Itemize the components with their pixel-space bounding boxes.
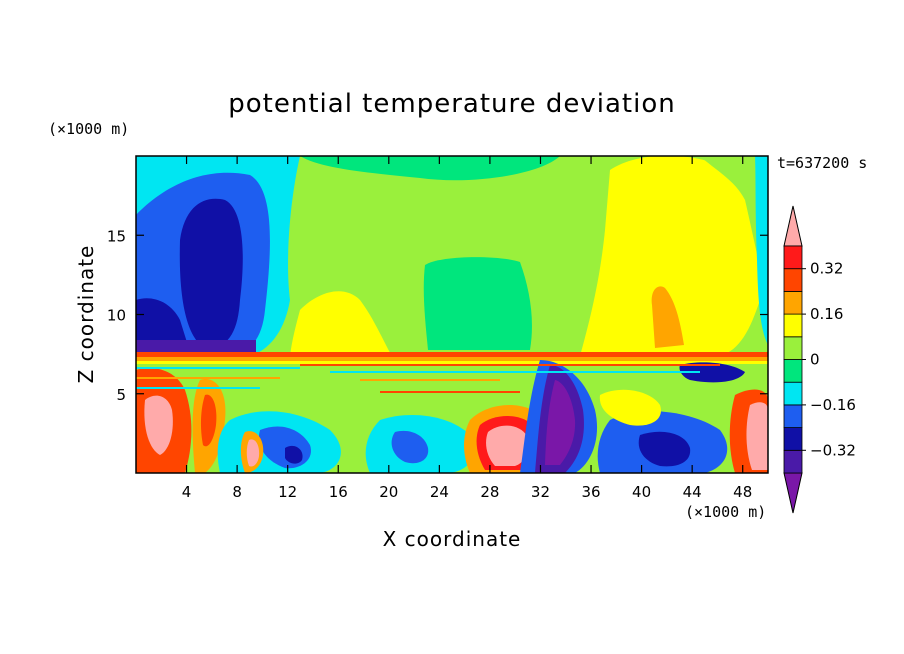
field-center-pink [486, 425, 529, 466]
colorbar-tick-label: −0.16 [810, 396, 856, 414]
y-axis: 5 10 15 [107, 227, 768, 404]
x-tick-label: 44 [683, 483, 702, 501]
colorbar-upper-extend [783, 205, 803, 247]
field-left-red-inner [200, 394, 217, 447]
colorbar-segment [783, 449, 803, 474]
field-purple-column-core [545, 380, 576, 465]
y-tick-label: 15 [107, 227, 126, 245]
field-interface-orange [136, 357, 768, 361]
x-tick-label: 28 [480, 483, 499, 501]
x-tick-label: 36 [581, 483, 600, 501]
field-small-pink [246, 439, 260, 467]
field-right-darkblue [638, 431, 691, 467]
x-axis-label: X coordinate [383, 527, 522, 551]
field-right-green [700, 156, 768, 300]
time-label: t=637200 s [777, 154, 867, 172]
colorbar-segment [783, 427, 803, 451]
colorbar-segment [783, 290, 803, 315]
colorbar-lower-extend [783, 472, 803, 514]
plot-field [136, 156, 768, 473]
field-interface-streaks [136, 364, 720, 393]
x-axis: 4 8 12 16 20 24 28 32 36 40 44 48 [182, 156, 752, 501]
y-tick-label: 5 [116, 386, 126, 404]
y-tick-label: 10 [107, 307, 126, 325]
field-interface-red [136, 352, 768, 357]
field-upper-right-darkblue [679, 362, 745, 383]
colorbar: 0.32 0.16 0 −0.16 −0.32 [783, 205, 856, 514]
colorbar-segment [783, 313, 803, 338]
colorbar-segment [783, 245, 803, 270]
x-tick-label: 16 [329, 483, 348, 501]
field-right-cyan [755, 156, 768, 345]
colorbar-segment [783, 268, 803, 292]
field-right-orange [651, 286, 684, 348]
field-right-edge-pink [746, 402, 768, 470]
field-mid-blue-2 [391, 430, 429, 464]
chart-title: potential temperature deviation [228, 89, 675, 119]
field-right-yellow-low [599, 389, 661, 426]
field-left-darkblue [179, 198, 243, 350]
colorbar-segment [783, 404, 803, 428]
colorbar-segment [783, 381, 803, 406]
x-tick-label: 12 [278, 483, 297, 501]
field-interface-yellow [136, 361, 768, 364]
colorbar-tick-label: −0.32 [810, 441, 856, 459]
colorbar-segment [783, 336, 803, 360]
colorbar-tick-label: 0.16 [810, 305, 843, 323]
x-tick-label: 8 [232, 483, 242, 501]
x-units-label: (×1000 m) [685, 503, 766, 521]
x-tick-label: 48 [733, 483, 752, 501]
field-center-yellow [290, 291, 392, 356]
x-tick-label: 4 [182, 483, 192, 501]
y-units-label: (×1000 m) [48, 120, 129, 138]
colorbar-tick-label: 0 [810, 351, 820, 369]
x-tick-label: 40 [632, 483, 651, 501]
x-tick-label: 32 [531, 483, 550, 501]
y-axis-label: Z coordinate [74, 245, 98, 384]
field-right-yellow [580, 156, 762, 356]
field-center-green [423, 257, 532, 350]
x-tick-label: 24 [430, 483, 449, 501]
x-tick-label: 20 [379, 483, 398, 501]
field-left-pink-column [144, 395, 173, 455]
field-mid-darkblue [285, 445, 303, 464]
colorbar-tick-label: 0.32 [810, 260, 843, 278]
colorbar-segment [783, 359, 803, 383]
field-top-band [300, 156, 560, 181]
